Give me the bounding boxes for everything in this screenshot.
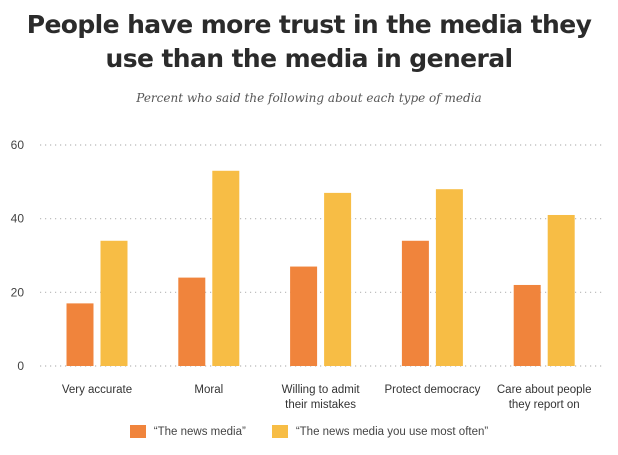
legend-item-news-media-most-often: “The news media you use most often” bbox=[271, 425, 489, 438]
x-tick-label: their mistakes bbox=[285, 399, 356, 411]
y-tick-label: 20 bbox=[11, 285, 25, 299]
x-tick-label: Moral bbox=[194, 384, 223, 396]
chart-subtitle: Percent who said the following about eac… bbox=[136, 91, 482, 105]
x-tick-label: Willing to admit bbox=[282, 384, 361, 396]
bar-news-media bbox=[401, 240, 429, 366]
bar-news-media-most-often bbox=[100, 240, 128, 366]
bar-news-media bbox=[66, 303, 94, 366]
x-tick-label: Very accurate bbox=[62, 384, 132, 396]
bar-news-media-most-often bbox=[435, 189, 463, 366]
x-tick-label: they report on bbox=[509, 399, 580, 411]
legend-item-news-media: “The news media” bbox=[129, 425, 246, 438]
y-tick-label: 40 bbox=[11, 212, 25, 226]
bar-news-media-most-often bbox=[212, 170, 240, 366]
chart-title: People have more trust in the media they… bbox=[26, 10, 592, 73]
bar-news-media bbox=[178, 277, 206, 366]
y-tick-label: 0 bbox=[17, 359, 24, 373]
x-tick-label: Protect democracy bbox=[384, 384, 480, 396]
legend-label: “The news media” bbox=[153, 425, 246, 438]
bar-news-media bbox=[513, 284, 541, 366]
bar-news-media-most-often bbox=[547, 214, 575, 366]
legend-swatch bbox=[129, 425, 146, 438]
bar-news-media-most-often bbox=[324, 192, 352, 366]
legend-label: “The news media you use most often” bbox=[295, 425, 489, 438]
legend: “The news media” “The news media you use… bbox=[0, 425, 618, 438]
legend-swatch bbox=[271, 425, 288, 438]
bar-news-media bbox=[290, 266, 318, 366]
x-tick-label: Care about people bbox=[497, 384, 592, 396]
y-tick-label: 60 bbox=[11, 138, 25, 152]
